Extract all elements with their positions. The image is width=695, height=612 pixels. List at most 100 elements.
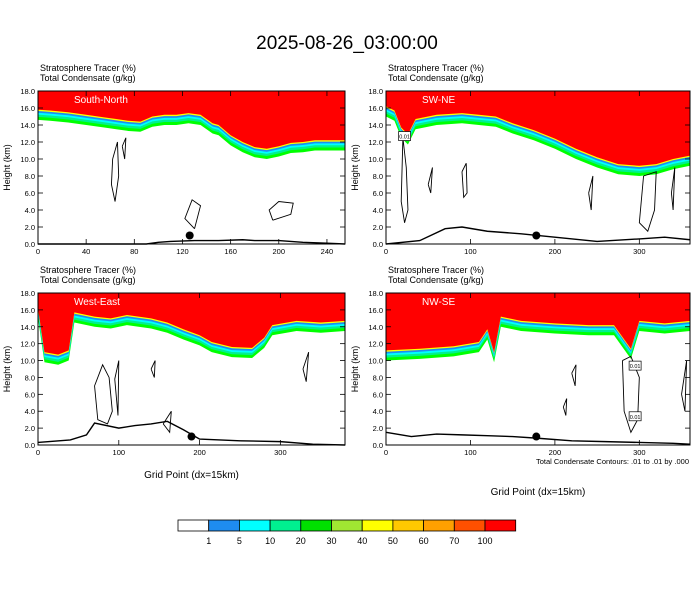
ytick-label: 14.0 (368, 323, 383, 332)
colorbar-swatch (331, 519, 363, 532)
ytick-label: 2.0 (373, 223, 383, 232)
ytick-label: 18.0 (368, 289, 383, 298)
xtick-label: 160 (224, 247, 237, 256)
xtick-label: 0 (384, 448, 388, 457)
colorbar-swatch (269, 519, 302, 532)
condensate-contour (588, 175, 594, 211)
header-line-1: Stratosphere Tracer (%) (388, 63, 484, 73)
ytick-label: 8.0 (25, 172, 35, 181)
colorbar-swatch (300, 519, 332, 532)
panel-sw-ne: 0.01 0.0 2.0 4.0 6.0 8.0 10.0 12.0 14.0 16.0 18.0 0… (350, 63, 691, 256)
condensate-contour (427, 167, 433, 194)
ytick-label: 14.0 (20, 323, 35, 332)
condensate-contour (571, 364, 577, 387)
ylabel: Height (km) (350, 346, 360, 393)
xtick-label: 0 (384, 247, 388, 256)
colorbar-label: 20 (296, 536, 306, 546)
condensate-contour (162, 410, 172, 434)
condensate-contour (114, 360, 120, 416)
colorbar-swatch (484, 519, 517, 532)
colorbar-swatch (238, 519, 271, 532)
xtick-label: 100 (464, 448, 477, 457)
header-line-1: Stratosphere Tracer (%) (40, 265, 136, 275)
condensate-contour (461, 163, 468, 199)
location-marker (532, 432, 541, 441)
colorbar-label: 100 (477, 536, 492, 546)
ytick-label: 18.0 (368, 87, 383, 96)
location-marker (185, 231, 194, 240)
colorbar: 1 5 10 20 30 40 50 60 70 100 (177, 519, 517, 546)
tracer-core (386, 293, 690, 353)
tracer-core (38, 91, 345, 149)
colorbar-label: 60 (419, 536, 429, 546)
ytick-label: 10.0 (368, 155, 383, 164)
plot-frame (385, 292, 691, 446)
condensate-contour (681, 360, 688, 412)
ytick-label: 10.0 (368, 357, 383, 366)
ylabel: Height (km) (2, 346, 12, 393)
xtick-label: 80 (130, 247, 138, 256)
plot-frame (37, 292, 346, 446)
condensate-contour (184, 199, 202, 230)
colorbar-label: 40 (357, 536, 367, 546)
plot-frame (37, 90, 346, 245)
ytick-label: 14.0 (20, 121, 35, 130)
colorbar-label: 5 (237, 536, 242, 546)
ytick-label: 16.0 (20, 306, 35, 315)
ytick-label: 14.0 (368, 121, 383, 130)
colorbar-label: 50 (388, 536, 398, 546)
ytick-label: 6.0 (373, 390, 383, 399)
ytick-label: 12.0 (368, 138, 383, 147)
terrain-line (385, 226, 691, 245)
ytick-label: 16.0 (368, 104, 383, 113)
ytick-label: 18.0 (20, 289, 35, 298)
contour-label: 0.01 (399, 135, 410, 141)
condensate-contour (562, 398, 568, 416)
panel-nw-se: 0.01 0.01 0.0 2.0 4.0 6.0 8.0 10.0 12.0 14.0 16.0 1… (350, 265, 691, 498)
ytick-label: 6.0 (25, 390, 35, 399)
ytick-label: 4.0 (25, 206, 35, 215)
condensate-contour (110, 141, 120, 202)
colorbar-swatch (208, 519, 240, 532)
panel-label: NW-SE (422, 297, 455, 308)
colorbar-label: 1 (206, 536, 211, 546)
ytick-label: 12.0 (368, 340, 383, 349)
condensate-contour (400, 137, 409, 223)
colorbar-swatch (392, 519, 424, 532)
header-line-2: Total Condensate (g/kg) (388, 73, 484, 83)
header-line-2: Total Condensate (g/kg) (388, 275, 484, 285)
colorbar-swatch (453, 519, 486, 532)
ytick-label: 6.0 (25, 189, 35, 198)
panels-group: 0.0 2.0 4.0 6.0 8.0 10.0 12.0 14.0 16.0 18.0 0 40 80… (2, 63, 691, 498)
xlabel: Grid Point (dx=15km) (144, 470, 239, 481)
ytick-label: 8.0 (373, 373, 383, 382)
contour-label-box (628, 411, 642, 422)
terrain-line (385, 431, 691, 445)
colorbar-swatch (423, 519, 455, 532)
condensate-contour (94, 363, 113, 425)
ytick-label: 4.0 (25, 407, 35, 416)
ytick-label: 16.0 (20, 104, 35, 113)
tracer-core (38, 293, 345, 355)
panel-west-east: 0.0 2.0 4.0 6.0 8.0 10.0 12.0 14.0 16.0 18.0 0 100 2… (2, 265, 346, 481)
contour-label: 0.01 (630, 364, 641, 370)
location-marker (187, 432, 196, 441)
ytick-label: 12.0 (20, 138, 35, 147)
location-marker (532, 231, 541, 240)
condensate-contour (302, 351, 310, 382)
xtick-label: 0 (36, 448, 40, 457)
ytick-label: 0.0 (373, 240, 383, 249)
condensate-contour (670, 167, 676, 211)
xtick-label: 200 (273, 247, 286, 256)
ytick-label: 8.0 (25, 373, 35, 382)
colorbar-label: 30 (326, 536, 336, 546)
xtick-label: 200 (549, 448, 562, 457)
ytick-label: 0.0 (25, 441, 35, 450)
colorbar-swatch (177, 519, 210, 532)
ytick-label: 8.0 (373, 172, 383, 181)
ytick-label: 12.0 (20, 340, 35, 349)
ytick-label: 6.0 (373, 189, 383, 198)
ytick-label: 2.0 (373, 424, 383, 433)
xtick-label: 300 (274, 448, 287, 457)
xtick-label: 40 (82, 247, 90, 256)
